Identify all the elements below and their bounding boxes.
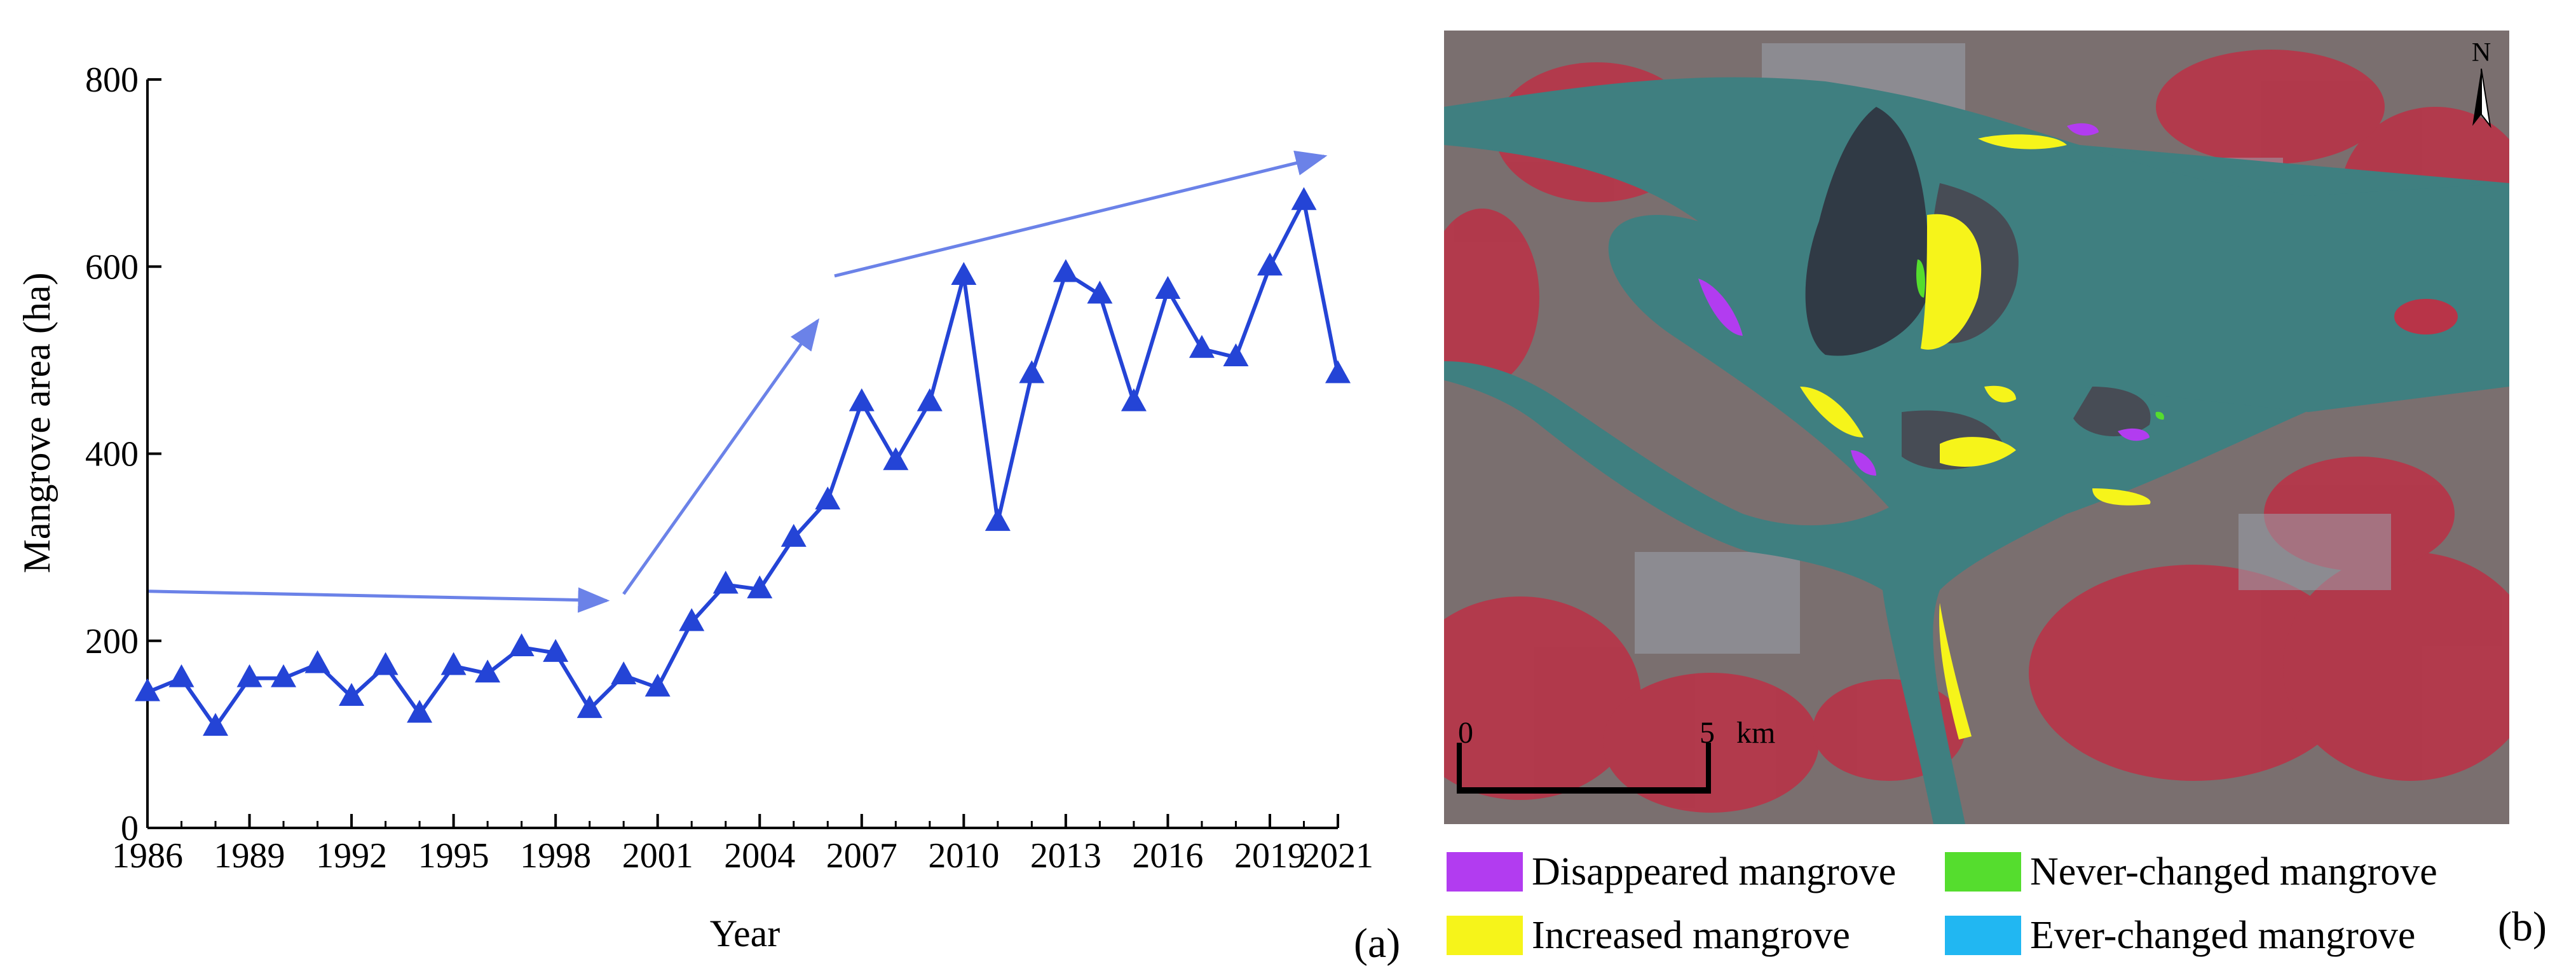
x-tick-label: 1995 — [418, 836, 489, 876]
trend-arrows — [147, 150, 1328, 613]
legend-label-never-changed: Never-changed mangrove — [2030, 850, 2437, 893]
y-tick-label: 400 — [85, 435, 139, 474]
data-point-marker — [339, 683, 365, 706]
data-point-marker — [747, 575, 773, 598]
data-point-marker — [475, 659, 501, 683]
scale-bar — [1457, 743, 1711, 794]
x-tick-label: 2019 — [1234, 836, 1305, 876]
data-point-marker — [236, 664, 262, 687]
x-tick-label: 2007 — [826, 836, 897, 876]
data-point-marker — [304, 650, 331, 673]
data-point-marker — [203, 713, 229, 736]
data-point-marker — [815, 486, 841, 510]
y-tick-label: 600 — [85, 247, 139, 287]
data-point-marker — [372, 652, 399, 675]
x-tick-label: 2010 — [928, 836, 999, 876]
series-line — [146, 199, 1340, 729]
legend-item-ever-changed: Ever-changed mangrove — [1945, 916, 2415, 955]
data-point-marker — [1325, 360, 1351, 383]
scale-bar-unit: km — [1736, 716, 1775, 750]
data-point-marker — [440, 652, 467, 675]
legend-swatch-increased — [1447, 916, 1523, 955]
legend-swatch-ever-changed — [1945, 916, 2021, 955]
legend-label-disappeared: Disappeared mangrove — [1532, 850, 1897, 893]
north-arrow-icon — [2472, 68, 2491, 128]
legend-swatch-never-changed — [1945, 852, 2021, 892]
data-point-marker — [985, 507, 1011, 531]
data-point-marker — [271, 664, 297, 687]
series-mangrove-area — [135, 187, 1351, 736]
trend-arrow — [147, 587, 610, 613]
data-point-marker — [1053, 259, 1079, 282]
x-tick-label: 2004 — [724, 836, 795, 876]
data-point-marker — [611, 661, 637, 685]
data-point-marker — [679, 608, 705, 631]
trend-arrow — [834, 150, 1328, 278]
y-axis-title: Mangrove area (ha) — [16, 272, 58, 573]
mangrove-area-chart: 0 200 400 600 800 1986 1989 1992 1995 1998 2001 200… — [16, 60, 1400, 967]
data-point-marker — [644, 673, 671, 697]
x-tick-label: 1989 — [214, 836, 285, 876]
legend-item-disappeared: Disappeared mangrove — [1447, 852, 1896, 892]
legend-item-never-changed: Never-changed mangrove — [1945, 852, 2437, 892]
x-tick-label: 1992 — [316, 836, 387, 876]
scale-bar-end: 5 — [1700, 716, 1715, 750]
x-tick-label: 1998 — [520, 836, 591, 876]
legend-swatch-disappeared — [1447, 852, 1523, 892]
legend-label-ever-changed: Ever-changed mangrove — [2030, 914, 2416, 957]
trend-arrow — [622, 318, 820, 595]
y-tick-label: 0 — [121, 809, 139, 848]
data-point-marker — [1223, 343, 1249, 366]
x-tick-label: 2013 — [1030, 836, 1101, 876]
x-tick-label: 1986 — [112, 836, 183, 876]
data-point-marker — [1291, 187, 1317, 210]
north-label: N — [2472, 38, 2491, 67]
data-point-marker — [780, 523, 807, 547]
data-point-marker — [1257, 252, 1283, 276]
data-point-marker — [917, 388, 943, 411]
data-point-marker — [407, 699, 433, 723]
data-point-marker — [576, 695, 603, 719]
chart-axes: 0 200 400 600 800 1986 1989 1992 1995 1998 2001 200… — [85, 60, 1373, 876]
legend-label-increased: Increased mangrove — [1532, 914, 1850, 957]
data-point-marker — [951, 261, 977, 285]
never-changed-mangrove — [1916, 259, 2164, 420]
data-point-marker — [1155, 276, 1181, 300]
increased-mangrove — [1800, 134, 2151, 740]
x-tick-label: 2001 — [622, 836, 693, 876]
x-tick-label: 2016 — [1132, 836, 1203, 876]
x-tick-label: 2021 — [1302, 836, 1373, 876]
satellite-map-image: N 0 5 km — [1444, 31, 2509, 824]
disappeared-mangrove — [1698, 123, 2150, 476]
data-point-marker — [1121, 388, 1147, 411]
panel-label-a: (a) — [1354, 920, 1400, 967]
data-point-marker — [883, 447, 909, 471]
scale-bar-start: 0 — [1458, 716, 1473, 750]
data-point-marker — [508, 633, 535, 657]
data-point-marker — [712, 570, 739, 594]
y-tick-label: 200 — [85, 622, 139, 661]
data-point-marker — [848, 388, 875, 411]
data-point-marker — [543, 638, 569, 662]
satellite-map: N 0 5 km — [1444, 31, 2509, 824]
panel-label-b: (b) — [2498, 904, 2547, 950]
y-tick-label: 800 — [85, 60, 139, 100]
data-point-marker — [1087, 280, 1113, 304]
legend-item-increased: Increased mangrove — [1447, 916, 1850, 955]
data-point-marker — [1189, 334, 1215, 358]
data-point-marker — [168, 664, 194, 687]
data-point-marker — [135, 678, 160, 701]
x-axis-title: Year — [710, 913, 780, 954]
data-point-marker — [1019, 360, 1045, 383]
